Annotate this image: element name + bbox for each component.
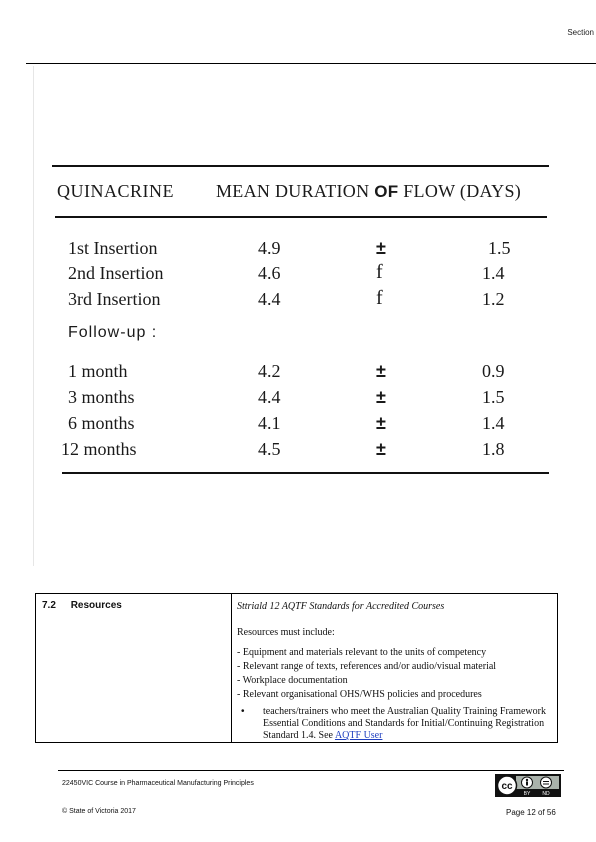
row-label: 1st Insertion: [68, 238, 158, 258]
row-label: 1 month: [68, 361, 128, 381]
resources-section-title: Resources: [70, 600, 122, 611]
row-label: 2nd Insertion: [68, 263, 164, 283]
row-mean: 4.5: [258, 439, 281, 459]
header-section-label: Section: [567, 28, 594, 37]
row-symbol: ±: [376, 361, 386, 381]
row-mean: 4.4: [258, 387, 281, 407]
resources-heading: 7.2 Resources: [42, 600, 122, 611]
resources-list: - Equipment and materials relevant to th…: [237, 646, 496, 702]
resources-table: 7.2 Resources Sttriald 12 AQTF Standards…: [35, 593, 558, 743]
row-sd: 1.5: [488, 238, 511, 258]
column-header-quinacrine: QUINACRINE: [57, 181, 174, 201]
by-text: BY: [524, 791, 531, 796]
row-label: 3rd Insertion: [68, 289, 161, 309]
standards-reference: Sttriald 12 AQTF Standards for Accredite…: [237, 601, 445, 612]
cc-text: cc: [501, 781, 513, 792]
list-item: - Workplace documentation: [237, 675, 348, 686]
footer-copyright: © State of Victoria 2017: [62, 808, 136, 815]
list-item: - Relevant organisational OHS/WHS polici…: [237, 689, 482, 700]
row-sd: 1.4: [482, 413, 505, 433]
row-mean: 4.9: [258, 238, 281, 258]
header-divider: [26, 63, 596, 64]
row-symbol: ±: [376, 413, 386, 433]
resources-section-number: 7.2: [42, 600, 56, 611]
row-sd: 0.9: [482, 361, 505, 381]
mean-duration-suffix: FLOW (DAYS): [403, 181, 522, 201]
row-mean: 4.6: [258, 263, 281, 283]
mean-duration-of: OF: [374, 182, 399, 201]
aqtf-user-link[interactable]: AQTF User: [334, 730, 383, 741]
column-header-mean-duration: MEAN DURATION OF FLOW (DAYS): [216, 181, 521, 202]
trainer-requirement-text: teachers/trainers who meet the Australia…: [263, 706, 546, 741]
row-sd: 1.5: [482, 387, 505, 407]
table-top-rule: [52, 165, 549, 167]
row-symbol: ±: [376, 387, 386, 407]
followup-heading: Follow-up :: [68, 324, 158, 341]
cc-by-nd-icon: cc BY ND: [496, 775, 560, 797]
footer-page-number: Page 12 of 56: [506, 808, 556, 817]
footer-divider: [58, 770, 564, 771]
row-label: 12 months: [61, 439, 137, 459]
row-mean: 4.4: [258, 289, 281, 309]
row-mean: 4.2: [258, 361, 281, 381]
row-symbol: f: [376, 287, 383, 309]
list-item: - Equipment and materials relevant to th…: [237, 647, 487, 658]
row-sd: 1.4: [482, 263, 505, 283]
row-sd: 1.2: [482, 289, 505, 309]
table-bottom-rule: [62, 472, 549, 474]
scan-image-edge: [33, 66, 34, 566]
row-label: 3 months: [68, 387, 135, 407]
row-sd: 1.8: [482, 439, 505, 459]
table-header-rule: [55, 216, 547, 218]
mean-duration-prefix: MEAN DURATION: [216, 181, 370, 201]
footer-course-name: 22450VIC Course in Pharmaceutical Manufa…: [62, 780, 254, 787]
row-mean: 4.1: [258, 413, 281, 433]
must-include-label: Resources must include:: [237, 627, 335, 638]
cc-license-badge: cc BY ND: [495, 774, 561, 797]
row-symbol: ±: [376, 439, 386, 459]
resources-column-divider: [231, 594, 232, 742]
row-label: 6 months: [68, 413, 135, 433]
bullet-icon: •: [241, 706, 245, 717]
row-symbol: ±: [376, 238, 386, 258]
list-item: - Relevant range of texts, references an…: [237, 661, 497, 672]
row-symbol: f: [376, 261, 383, 283]
nd-text: ND: [542, 791, 550, 796]
